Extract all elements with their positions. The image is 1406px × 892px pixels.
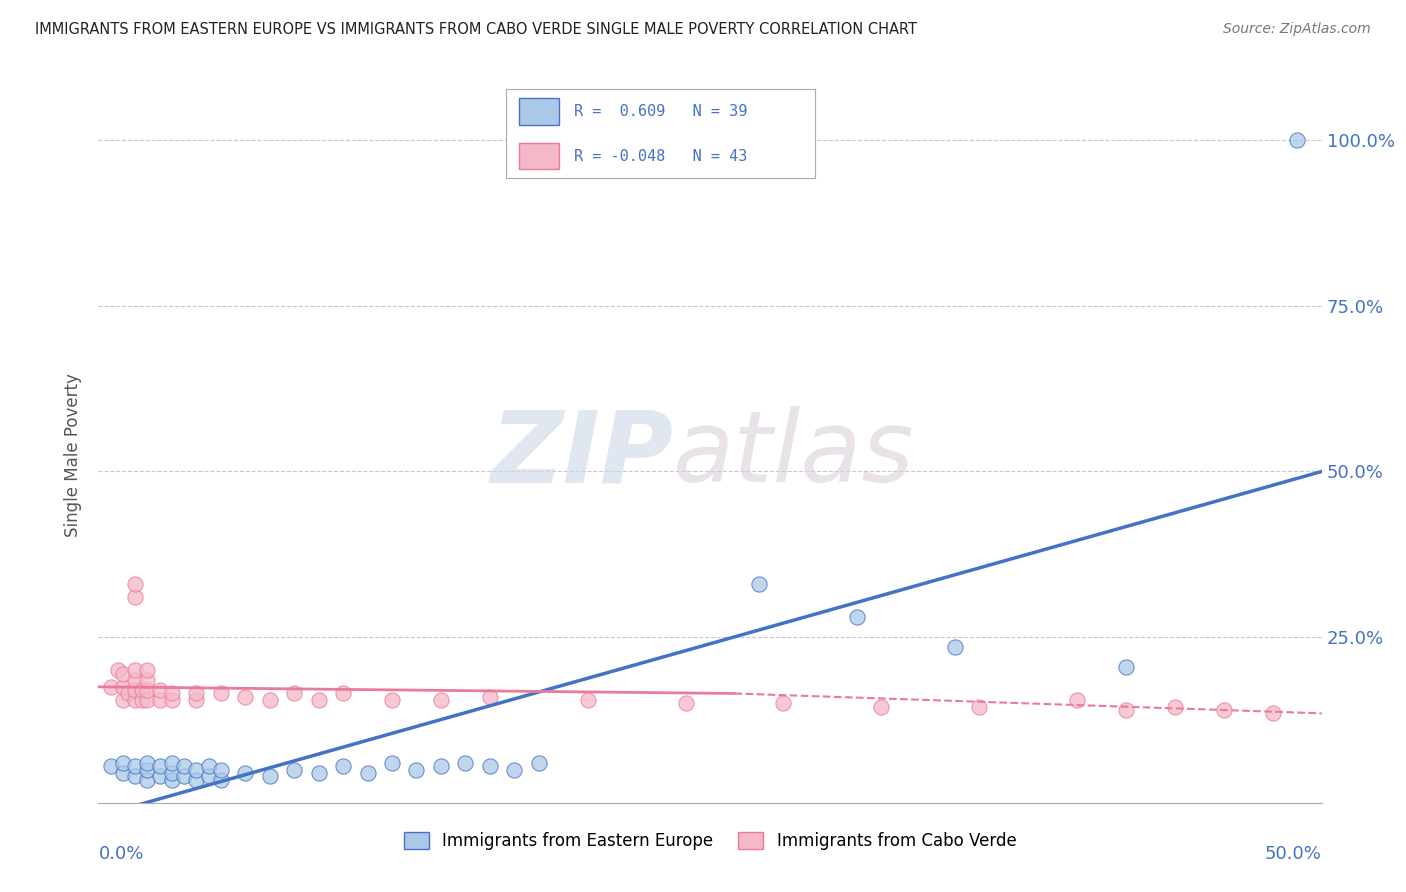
Point <box>308 693 330 707</box>
Point <box>1115 660 1137 674</box>
Text: IMMIGRANTS FROM EASTERN EUROPE VS IMMIGRANTS FROM CABO VERDE SINGLE MALE POVERTY: IMMIGRANTS FROM EASTERN EUROPE VS IMMIGR… <box>35 22 917 37</box>
Point <box>136 673 159 688</box>
Point <box>136 756 159 770</box>
Point <box>430 759 453 773</box>
Point <box>845 610 868 624</box>
Bar <box>519 143 558 169</box>
Point <box>160 756 183 770</box>
Point <box>124 577 146 591</box>
Text: 50.0%: 50.0% <box>1265 845 1322 863</box>
Point <box>748 577 770 591</box>
Point <box>100 759 122 773</box>
Text: atlas: atlas <box>673 407 915 503</box>
Point <box>111 666 134 681</box>
Point <box>381 693 404 707</box>
Point <box>124 693 146 707</box>
Point <box>332 759 354 773</box>
Point <box>136 663 159 677</box>
Y-axis label: Single Male Poverty: Single Male Poverty <box>65 373 83 537</box>
Point <box>1066 693 1088 707</box>
Point <box>111 766 134 780</box>
Point <box>160 772 183 787</box>
Point <box>131 683 153 698</box>
Point <box>356 766 378 780</box>
Point <box>111 693 134 707</box>
Point <box>124 759 146 773</box>
Point <box>233 766 256 780</box>
Point <box>283 763 305 777</box>
Point <box>478 690 501 704</box>
Point <box>160 686 183 700</box>
Point <box>308 766 330 780</box>
Point <box>332 686 354 700</box>
Point <box>1286 133 1309 147</box>
Point <box>107 663 129 677</box>
Point <box>209 686 232 700</box>
Point <box>136 763 159 777</box>
Point <box>454 756 477 770</box>
Point <box>186 763 208 777</box>
Point <box>124 683 146 698</box>
Point <box>117 686 139 700</box>
Point <box>943 640 966 654</box>
Point <box>209 763 232 777</box>
Text: ZIP: ZIP <box>491 407 673 503</box>
Bar <box>519 98 558 125</box>
Point <box>131 693 153 707</box>
Point <box>111 756 134 770</box>
Point <box>186 686 208 700</box>
Point <box>160 766 183 780</box>
Point <box>1261 706 1284 721</box>
Point <box>124 673 146 688</box>
Point <box>259 769 281 783</box>
Legend: Immigrants from Eastern Europe, Immigrants from Cabo Verde: Immigrants from Eastern Europe, Immigran… <box>396 826 1024 857</box>
Point <box>209 772 232 787</box>
Point <box>478 759 501 773</box>
Point <box>149 693 172 707</box>
Point <box>136 693 159 707</box>
Point <box>149 759 172 773</box>
Point <box>136 772 159 787</box>
Point <box>197 769 219 783</box>
Point <box>100 680 122 694</box>
Point <box>186 693 208 707</box>
Point <box>124 591 146 605</box>
Text: R =  0.609   N = 39: R = 0.609 N = 39 <box>574 104 748 119</box>
Point <box>527 756 550 770</box>
Point <box>160 693 183 707</box>
Text: R = -0.048   N = 43: R = -0.048 N = 43 <box>574 149 748 163</box>
Point <box>967 699 990 714</box>
Point <box>283 686 305 700</box>
Point <box>111 680 134 694</box>
Point <box>124 663 146 677</box>
Text: Source: ZipAtlas.com: Source: ZipAtlas.com <box>1223 22 1371 37</box>
Point <box>870 699 893 714</box>
Point <box>1164 699 1187 714</box>
Point <box>173 759 195 773</box>
Point <box>430 693 453 707</box>
Point <box>576 693 599 707</box>
Point <box>1115 703 1137 717</box>
Point <box>136 683 159 698</box>
Point <box>197 759 219 773</box>
Text: 0.0%: 0.0% <box>98 845 143 863</box>
Point <box>381 756 404 770</box>
Point <box>124 769 146 783</box>
Point <box>259 693 281 707</box>
Point <box>405 763 427 777</box>
Point <box>1212 703 1234 717</box>
Point <box>503 763 526 777</box>
Point <box>233 690 256 704</box>
Point <box>772 697 794 711</box>
Point <box>149 683 172 698</box>
Point <box>186 772 208 787</box>
Point <box>675 697 697 711</box>
Point <box>149 769 172 783</box>
Point <box>173 769 195 783</box>
